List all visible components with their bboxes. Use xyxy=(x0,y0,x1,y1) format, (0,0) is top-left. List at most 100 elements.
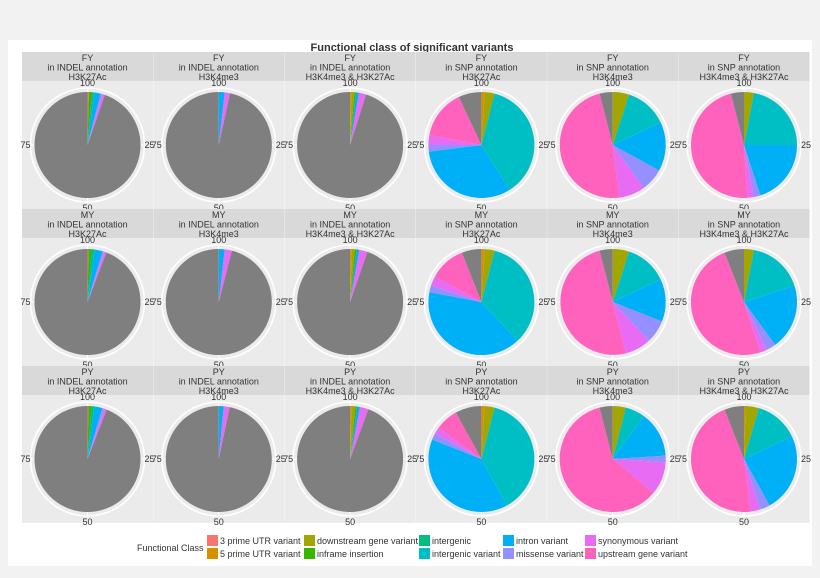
facet-strip-label: FY xyxy=(213,53,225,63)
angle-tick-label: 50 xyxy=(608,517,618,527)
facet-strip-label: in INDEL annotation xyxy=(47,220,127,230)
pie-slice-3-prime-utr-variant xyxy=(87,92,89,145)
angle-tick-label: 100 xyxy=(343,235,358,245)
angle-tick-label: 25 xyxy=(145,297,155,307)
pie-slice-synonymous-variant xyxy=(218,92,231,145)
facet-strip xyxy=(678,209,810,238)
facet-strip-label: MY xyxy=(475,210,489,220)
facet-strip-label: in INDEL annotation xyxy=(47,377,127,387)
angle-tick-label: 50 xyxy=(214,203,224,213)
angle-tick-label: 100 xyxy=(211,392,226,402)
pie-slice-5-prime-utr-variant xyxy=(744,406,746,459)
pie-slice-downstream-gene-variant xyxy=(744,249,754,302)
facet-strip-label: in INDEL annotation xyxy=(47,63,127,73)
pie-slice-downstream-gene-variant xyxy=(350,406,356,459)
angle-tick-label: 100 xyxy=(736,235,751,245)
angle-tick-label: 25 xyxy=(538,140,548,150)
pie-slice-intron-variant xyxy=(744,145,797,196)
angle-tick-label: 50 xyxy=(345,517,355,527)
pie-slice-upstream-gene-variant xyxy=(438,412,482,459)
pie-slice-intron-variant xyxy=(218,92,225,145)
legend-key-label: intergenic variant xyxy=(432,549,501,559)
facet-strip-label: H3K4me3 xyxy=(199,72,239,82)
pie-slice-synonymous-variant xyxy=(350,406,369,459)
facet-strip-label: MY xyxy=(737,210,751,220)
facet-strip-label: PY xyxy=(344,367,356,377)
pie-slice-intron-variant xyxy=(744,436,798,506)
pie-slice-missense-variant xyxy=(87,93,103,145)
angle-tick-label: 100 xyxy=(605,235,620,245)
facet-strip-label: H3K27Ac xyxy=(68,386,107,396)
angle-tick-label: 100 xyxy=(211,235,226,245)
pie-slice-intergenic xyxy=(87,249,95,302)
pie-slice-intron-variant xyxy=(350,249,360,302)
facet-strip-label: H3K27Ac xyxy=(68,72,107,82)
pie-slice-intergenic-variant xyxy=(612,251,661,302)
legend-key-swatch xyxy=(503,548,514,559)
facet-strip-label: in INDEL annotation xyxy=(310,63,390,73)
facet-strip-label: in INDEL annotation xyxy=(179,220,259,230)
pie-slice-intron-variant xyxy=(744,285,798,345)
legend-key-swatch xyxy=(207,535,218,546)
pie-slice-upstream-gene-variant xyxy=(690,252,761,356)
angle-tick-label: 75 xyxy=(152,454,162,464)
facet-strip-label: in SNP annotation xyxy=(577,63,649,73)
facet-strip-label: FY xyxy=(476,53,488,63)
pie-slice-synonymous-variant xyxy=(744,145,754,198)
angle-tick-label: 25 xyxy=(276,454,286,464)
pie-slice-other xyxy=(599,406,613,459)
pie-slice-5-prime-utr-variant xyxy=(350,249,352,302)
pie-slice-downstream-gene-variant xyxy=(612,406,626,459)
pie-slice-synonymous-variant xyxy=(350,249,368,302)
pie-slice-synonymous-variant xyxy=(612,459,666,493)
facet-strip xyxy=(284,52,416,81)
legend-key-swatch xyxy=(503,535,514,546)
facet-strip-label: H3K27Ac xyxy=(462,72,501,82)
facet-strip-label: in SNP annotation xyxy=(445,63,517,73)
angle-tick-label: 75 xyxy=(546,297,556,307)
pie-slice-intergenic-variant xyxy=(612,94,661,145)
facet-strip xyxy=(678,366,810,395)
angle-tick-label: 100 xyxy=(605,392,620,402)
pie-slice-intergenic-variant xyxy=(481,250,535,341)
pie-slice-3-prime-utr-variant xyxy=(87,406,89,459)
pie-slice-inframe-insertion xyxy=(87,406,92,459)
pie-slice-intron-variant xyxy=(612,122,666,171)
pie-slice-inframe-insertion xyxy=(350,249,357,302)
facet-strip xyxy=(22,52,153,81)
angle-tick-label: 25 xyxy=(670,454,680,464)
facet-strip-label: in SNP annotation xyxy=(577,377,649,387)
facet-strip xyxy=(284,366,416,395)
facet-strip-label: PY xyxy=(213,367,225,377)
angle-tick-label: 100 xyxy=(80,235,95,245)
pie-slice-intergenic-variant xyxy=(744,408,792,459)
pie-slice-other xyxy=(297,249,404,355)
pie-slice-intron-variant xyxy=(218,249,225,302)
facet-strip-label: FY xyxy=(82,53,94,63)
angle-tick-label: 25 xyxy=(407,454,417,464)
pie-slice-inframe-insertion xyxy=(87,92,93,145)
angle-tick-label: 50 xyxy=(82,517,92,527)
facet-strip xyxy=(153,52,285,81)
facet-strip-label: in SNP annotation xyxy=(708,63,780,73)
legend-key-swatch xyxy=(207,548,218,559)
angle-tick-label: 50 xyxy=(476,203,486,213)
pie-slice-downstream-gene-variant xyxy=(350,92,355,145)
legend-key-label: synonymous variant xyxy=(598,536,679,546)
facet-strip xyxy=(547,52,679,81)
facet-strip-label: in INDEL annotation xyxy=(179,63,259,73)
pie-slice-missense-variant xyxy=(87,408,105,459)
pie-slice-upstream-gene-variant xyxy=(429,97,482,145)
facet-strip-label: in INDEL annotation xyxy=(310,220,390,230)
facet-strip-label: H3K4me3 xyxy=(593,386,633,396)
legend-key-swatch xyxy=(419,535,430,546)
facet-strip-label: H3K4me3 xyxy=(593,72,633,82)
facet-strip-label: in INDEL annotation xyxy=(179,377,259,387)
facet-strip xyxy=(153,366,285,395)
angle-tick-label: 50 xyxy=(345,360,355,370)
pie-slice-intron-variant xyxy=(218,406,224,459)
pie-slice-other xyxy=(34,92,141,198)
facet-strip xyxy=(547,209,679,238)
angle-tick-label: 75 xyxy=(20,140,30,150)
legend-key-label: downstream gene variant xyxy=(317,536,419,546)
